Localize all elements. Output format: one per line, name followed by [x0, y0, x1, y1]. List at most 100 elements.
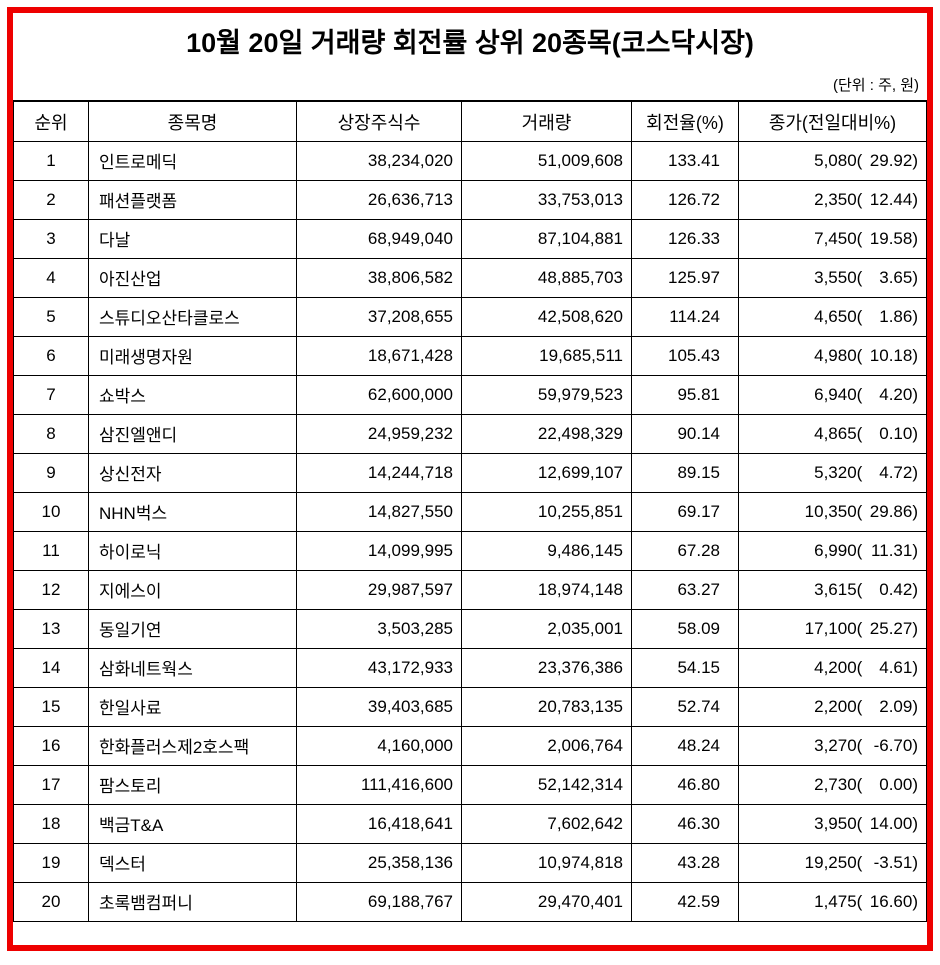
volume-cell: 48,885,703 [461, 257, 632, 298]
close-paren: ) [912, 501, 918, 521]
volume-cell: 18,974,148 [461, 569, 632, 610]
rank-cell: 10 [13, 491, 89, 532]
stock-name-cell: 삼진엘앤디 [88, 413, 297, 454]
rank-cell: 6 [13, 335, 89, 376]
close-paren: ) [912, 384, 918, 404]
stock-name-cell: 덱스터 [88, 842, 297, 883]
table-row: 12 지에스이 29,987,597 18,974,148 63.27 3,615(0.4… [13, 569, 927, 610]
rank-cell: 20 [13, 881, 89, 922]
close-paren: ) [912, 813, 918, 833]
shares-cell: 29,987,597 [296, 569, 462, 610]
turnover-cell: 69.17 [631, 491, 739, 532]
volume-cell: 20,783,135 [461, 686, 632, 727]
rank-cell: 15 [13, 686, 89, 727]
volume-cell: 29,470,401 [461, 881, 632, 922]
close-cell: 6,990( 11.31) [738, 530, 927, 571]
close-price: 7,450( [814, 228, 863, 248]
change-percent: 29.86 [869, 501, 913, 521]
turnover-cell: 54.15 [631, 647, 739, 688]
table-row: 17 팜스토리 111,416,600 52,142,314 46.80 2,730(0.… [13, 764, 927, 805]
turnover-cell: 43.28 [631, 842, 739, 883]
stock-name-cell: 팜스토리 [88, 764, 297, 805]
table-row: 19 덱스터 25,358,136 10,974,818 43.28 19,250(-3.… [13, 842, 927, 883]
change-percent: 12.44 [869, 189, 913, 209]
rank-cell: 19 [13, 842, 89, 883]
table-row: 2 패션플랫폼 26,636,713 33,753,013 126.72 2,350(12… [13, 179, 927, 220]
turnover-cell: 95.81 [631, 374, 739, 415]
rank-cell: 13 [13, 608, 89, 649]
close-cell: 2,200( 2.09) [738, 686, 927, 727]
stock-name-cell: 스튜디오산타클로스 [88, 296, 297, 337]
stock-name-cell: 삼화네트웍스 [88, 647, 297, 688]
shares-cell: 39,403,685 [296, 686, 462, 727]
table-row: 18 백금T&A 16,418,641 7,602,642 46.30 3,950(14.… [13, 803, 927, 844]
red-frame: 10월 20일 거래량 회전률 상위 20종목(코스닥시장) (단위 : 주, … [7, 7, 933, 951]
stock-name-cell: 미래생명자원 [88, 335, 297, 376]
change-percent: 0.00 [879, 774, 913, 794]
change-percent: 25.27 [869, 618, 913, 638]
change-percent: 4.72 [879, 462, 913, 482]
turnover-cell: 46.80 [631, 764, 739, 805]
shares-cell: 16,418,641 [296, 803, 462, 844]
close-cell: 7,450(19.58) [738, 218, 927, 259]
volume-cell: 10,255,851 [461, 491, 632, 532]
close-price: 6,990( [814, 540, 863, 560]
close-price: 2,200( [814, 696, 863, 716]
table-row: 16 한화플러스제2호스팩 4,160,000 2,006,764 48.24 3,270… [13, 725, 927, 766]
close-cell: 2,350(12.44) [738, 179, 927, 220]
change-percent: 11.31 [871, 540, 913, 560]
stock-name-cell: 지에스이 [88, 569, 297, 610]
stock-name-cell: 아진산업 [88, 257, 297, 298]
shares-cell: 111,416,600 [296, 764, 462, 805]
close-cell: 3,615(0.42) [738, 569, 927, 610]
turnover-cell: 133.41 [631, 140, 739, 181]
table-row: 3 다날 68,949,040 87,104,881 126.33 7,450(19.58… [13, 218, 927, 259]
change-percent: 1.86 [879, 306, 913, 326]
close-cell: 2,730( 0.00) [738, 764, 927, 805]
close-paren: ) [912, 696, 918, 716]
change-percent: 16.60 [869, 891, 913, 911]
shares-cell: 68,949,040 [296, 218, 462, 259]
turnover-cell: 89.15 [631, 452, 739, 493]
col-header-shares: 상장주식수 [296, 100, 462, 142]
volume-cell: 9,486,145 [461, 530, 632, 571]
col-header-volume: 거래량 [461, 100, 632, 142]
close-price: 17,100( [804, 618, 863, 638]
change-percent: 4.20 [879, 384, 913, 404]
close-paren: ) [912, 774, 918, 794]
turnover-cell: 114.24 [631, 296, 739, 337]
close-paren: ) [912, 540, 918, 560]
close-paren: ) [912, 579, 918, 599]
volume-cell: 51,009,608 [461, 140, 632, 181]
turnover-cell: 42.59 [631, 881, 739, 922]
table-row: 4 아진산업 38,806,582 48,885,703 125.97 3,550(3.6… [13, 257, 927, 298]
stock-name-cell: 인트로메딕 [88, 140, 297, 181]
table-row: 11 하이로닉 14,099,995 9,486,145 67.28 6,990(11.3… [13, 530, 927, 571]
change-percent: 10.18 [869, 345, 913, 365]
rank-cell: 7 [13, 374, 89, 415]
close-price: 2,730( [814, 774, 863, 794]
close-paren: ) [912, 345, 918, 365]
change-percent: -3.51 [873, 852, 913, 872]
rank-cell: 14 [13, 647, 89, 688]
rank-cell: 4 [13, 257, 89, 298]
turnover-cell: 52.74 [631, 686, 739, 727]
shares-cell: 18,671,428 [296, 335, 462, 376]
table-row: 1 인트로메딕 38,234,020 51,009,608 133.41 5,080(29… [13, 140, 927, 181]
close-price: 1,475( [814, 891, 863, 911]
change-percent: -6.70 [873, 735, 913, 755]
stock-name-cell: 동일기연 [88, 608, 297, 649]
change-percent: 29.92 [869, 150, 913, 170]
turnover-cell: 67.28 [631, 530, 739, 571]
volume-cell: 42,508,620 [461, 296, 632, 337]
change-percent: 2.09 [879, 696, 913, 716]
table-row: 15 한일사료 39,403,685 20,783,135 52.74 2,200(2.0… [13, 686, 927, 727]
shares-cell: 25,358,136 [296, 842, 462, 883]
volume-cell: 52,142,314 [461, 764, 632, 805]
volume-cell: 10,974,818 [461, 842, 632, 883]
close-price: 3,550( [814, 267, 863, 287]
table-row: 13 동일기연 3,503,285 2,035,001 58.09 17,100(25.2… [13, 608, 927, 649]
shares-cell: 43,172,933 [296, 647, 462, 688]
unit-note: (단위 : 주, 원) [832, 77, 919, 95]
rank-cell: 11 [13, 530, 89, 571]
